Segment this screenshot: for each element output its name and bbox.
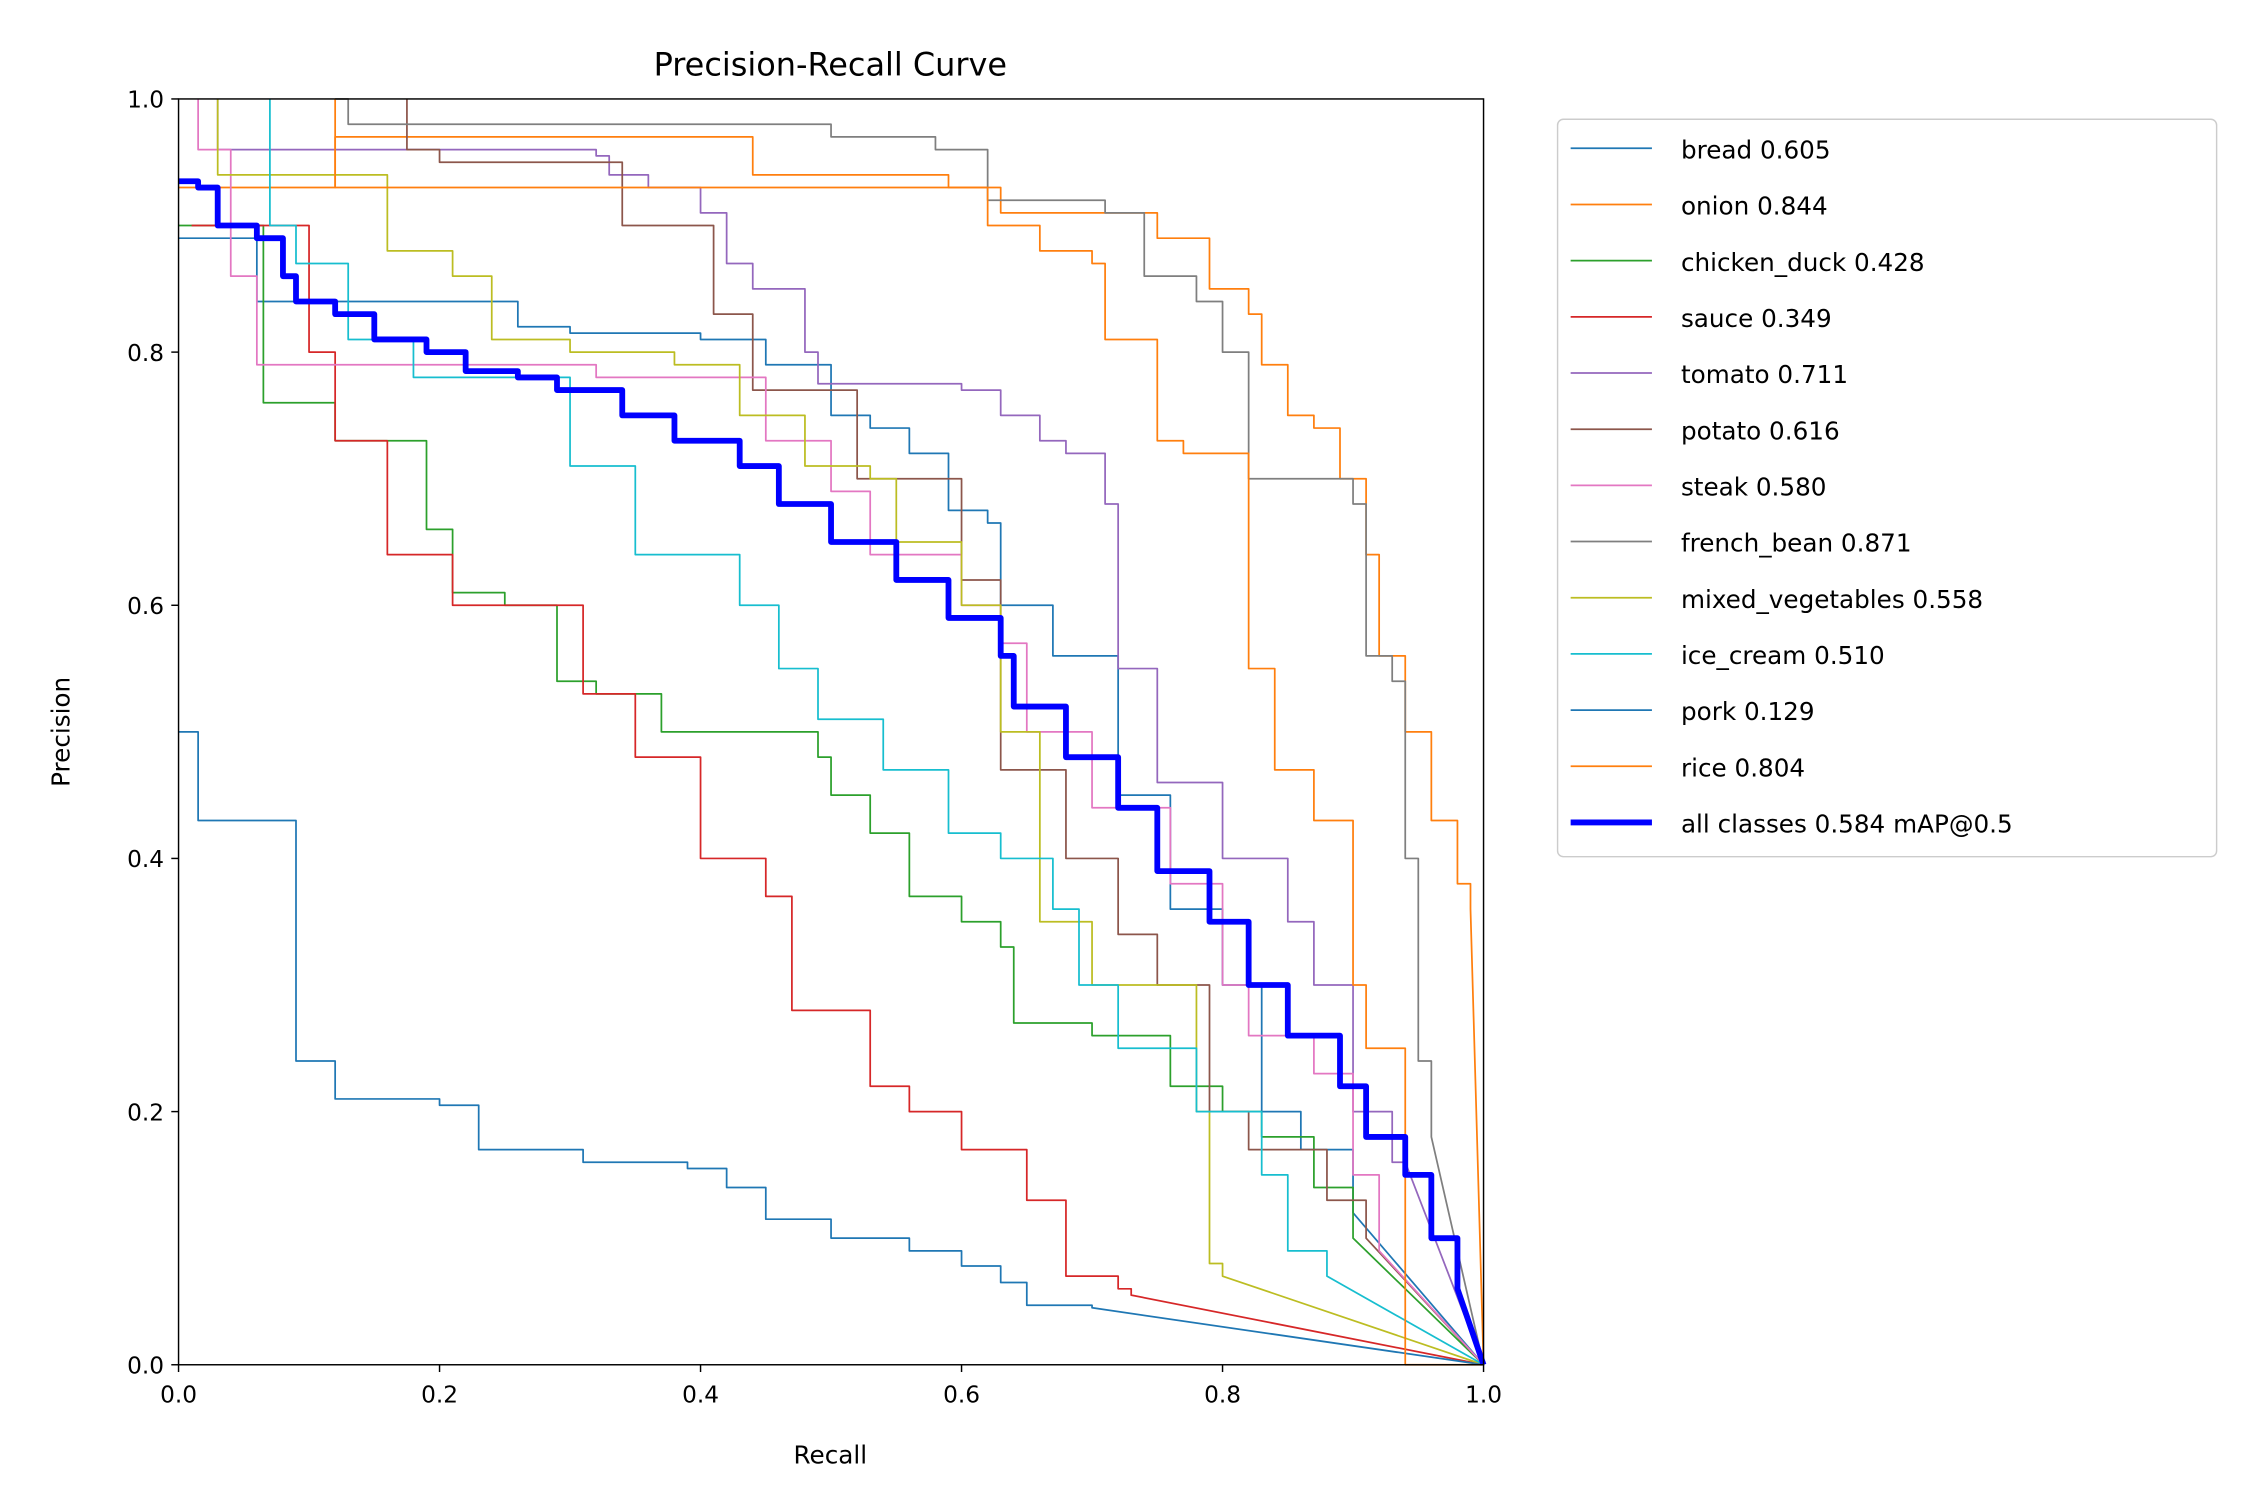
legend-label: ice_cream 0.510 xyxy=(1681,641,1885,670)
legend-frame xyxy=(1556,118,2218,858)
y-tick-label: 0.4 xyxy=(127,846,164,873)
plot-frame xyxy=(177,98,1485,1366)
legend-label: potato 0.616 xyxy=(1681,416,1840,445)
axis-ticks: 0.0 0.2 0.4 0.6 0.8 1.0 0.0 0.2 0.4 0.6 0.8 1.0 xyxy=(127,87,1502,1409)
series-line-ice-cream xyxy=(269,98,1484,1366)
series-layer xyxy=(178,98,1487,1366)
x-tick-label: 0.4 xyxy=(682,1381,719,1408)
x-tick-label: 1.0 xyxy=(1465,1381,1502,1408)
series-line-steak xyxy=(197,98,1485,1366)
series-line-mixed-vegetables xyxy=(216,98,1484,1366)
legend-label: french_bean 0.871 xyxy=(1681,529,1912,558)
x-tick-label: 0.2 xyxy=(421,1381,458,1408)
series-line-potato xyxy=(406,98,1485,1366)
y-axis-label: Precision xyxy=(47,677,76,787)
y-tick-label: 0.6 xyxy=(127,593,164,620)
legend-label: chicken_duck 0.428 xyxy=(1681,248,1925,277)
x-tick-label: 0.6 xyxy=(943,1381,980,1408)
series-line-tomato xyxy=(216,98,1485,1366)
legend-label: all classes 0.584 mAP@0.5 xyxy=(1681,810,2013,839)
legend-label: bread 0.605 xyxy=(1681,135,1831,164)
legend: bread 0.605 onion 0.844 chicken_duck 0.428… xyxy=(1556,118,2218,858)
series-line-sauce xyxy=(191,224,1484,1366)
series-line-pork xyxy=(178,730,1484,1366)
legend-label: steak 0.580 xyxy=(1681,473,1826,502)
x-axis-label: Recall xyxy=(794,1440,868,1469)
y-tick-label: 0.0 xyxy=(127,1352,164,1379)
series-line-french-bean xyxy=(335,98,1485,1365)
y-tick-label: 1.0 xyxy=(127,87,164,114)
legend-label: pork 0.129 xyxy=(1681,697,1815,726)
legend-label: mixed_vegetables 0.558 xyxy=(1681,585,1983,614)
x-tick-label: 0.8 xyxy=(1204,1381,1241,1408)
legend-label: tomato 0.711 xyxy=(1681,360,1848,389)
legend-label: onion 0.844 xyxy=(1681,192,1828,221)
chart-title: Precision-Recall Curve xyxy=(654,46,1008,84)
x-tick-label: 0.0 xyxy=(160,1381,197,1408)
series-line-rice xyxy=(334,98,1484,1366)
legend-label: rice 0.804 xyxy=(1681,753,1805,782)
y-tick-label: 0.8 xyxy=(127,340,164,367)
y-tick-label: 0.2 xyxy=(127,1099,164,1126)
legend-label: sauce 0.349 xyxy=(1681,304,1832,333)
series-line-all xyxy=(178,178,1487,1366)
